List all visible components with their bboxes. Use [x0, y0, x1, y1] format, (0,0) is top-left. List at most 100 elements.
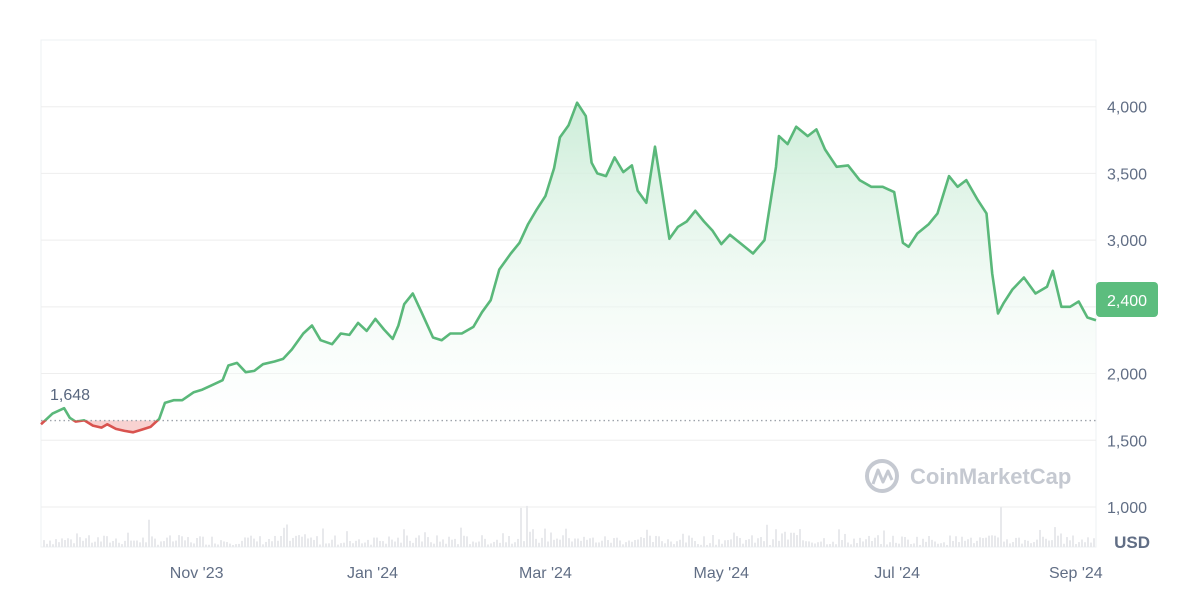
volume-bar — [283, 527, 285, 547]
volume-bar — [1063, 543, 1065, 547]
volume-bar — [52, 544, 54, 547]
volume-bar — [85, 538, 87, 547]
volume-bar — [292, 537, 294, 547]
volume-bar — [775, 529, 777, 547]
volume-bar — [190, 542, 192, 547]
volume-bar — [835, 544, 837, 547]
volume-bar — [142, 537, 144, 547]
volume-bar — [1039, 529, 1041, 547]
volume-bar — [904, 536, 906, 547]
volume-bar — [541, 537, 543, 547]
watermark: CoinMarketCap — [865, 459, 1071, 493]
volume-bar — [850, 544, 852, 547]
volume-bar — [430, 542, 432, 547]
volume-bar — [841, 539, 843, 547]
volume-bar — [679, 539, 681, 547]
volume-bar — [310, 537, 312, 547]
coinmarketcap-logo-icon — [865, 459, 899, 493]
volume-bar — [211, 536, 213, 547]
volume-bar — [64, 540, 66, 547]
volume-bar — [748, 539, 750, 547]
x-tick-label: Jan '24 — [347, 565, 398, 582]
volume-bar — [547, 541, 549, 547]
volume-bar — [244, 537, 246, 547]
volume-bar — [799, 529, 801, 547]
volume-bar — [433, 543, 435, 547]
volume-bar — [118, 542, 120, 547]
volume-bar — [253, 538, 255, 547]
volume-bar — [184, 540, 186, 547]
volume-bar — [364, 542, 366, 547]
volume-bar — [274, 535, 276, 547]
volume-bar — [973, 543, 975, 547]
volume-bar — [490, 543, 492, 547]
y-tick-label: 2,000 — [1107, 367, 1147, 384]
volume-bar — [79, 537, 81, 547]
volume-bar — [544, 528, 546, 547]
volume-bar — [592, 537, 594, 547]
volume-bar — [115, 538, 117, 547]
volume-bar — [319, 544, 321, 547]
watermark-text: CoinMarketCap — [910, 464, 1071, 489]
volume-bar — [628, 540, 630, 547]
volume-bar — [100, 541, 102, 547]
volume-bar — [421, 541, 423, 547]
volume-bar — [757, 538, 759, 547]
volume-bar — [895, 542, 897, 547]
volume-bar — [721, 543, 723, 547]
volume-bar — [76, 533, 78, 547]
volume-bar — [823, 538, 825, 547]
x-tick-label: Nov '23 — [170, 565, 224, 582]
volume-bar — [169, 535, 171, 547]
volume-bar — [934, 541, 936, 547]
volume-bar — [256, 541, 258, 547]
volume-bar — [550, 532, 552, 547]
volume-bar — [229, 543, 231, 547]
volume-bar — [979, 537, 981, 547]
volume-bar — [820, 541, 822, 547]
volume-bar — [556, 538, 558, 547]
volume-bar — [514, 542, 516, 547]
volume-bar — [955, 536, 957, 547]
volume-bar — [784, 531, 786, 547]
volume-bar — [1018, 537, 1020, 547]
volume-bar — [355, 540, 357, 547]
volume-bar — [1027, 540, 1029, 547]
volume-bar — [1081, 539, 1083, 547]
volume-bar — [271, 541, 273, 547]
volume-bar — [1012, 542, 1014, 547]
volume-bar — [910, 544, 912, 547]
volume-bar — [160, 541, 162, 547]
volume-bar — [370, 544, 372, 547]
volume-bar — [670, 541, 672, 547]
volume-bar — [67, 538, 69, 547]
volume-bar — [700, 544, 702, 547]
volume-bar — [163, 541, 165, 547]
volume-bar — [295, 535, 297, 547]
volume-bar — [643, 537, 645, 547]
volume-bar — [874, 537, 876, 547]
volume-bar — [1090, 542, 1092, 547]
volume-bar — [448, 536, 450, 547]
volume-bar — [1057, 535, 1059, 547]
volume-bar — [1087, 537, 1089, 547]
volume-bar — [208, 544, 210, 547]
volume-bar — [559, 539, 561, 547]
volume-bar — [730, 539, 732, 547]
volume-bar — [616, 537, 618, 547]
volume-bar — [1030, 543, 1032, 547]
x-tick-label: May '24 — [694, 565, 750, 582]
volume-bar — [130, 540, 132, 547]
volume-bar — [856, 543, 858, 547]
volume-bar — [262, 544, 264, 547]
volume-bar — [289, 540, 291, 547]
volume-bar — [172, 541, 174, 547]
volume-bar — [43, 540, 45, 547]
volume-bar — [313, 539, 315, 547]
volume-bar — [883, 530, 885, 547]
volume-bar — [226, 542, 228, 547]
volume-bar — [871, 541, 873, 547]
volume-bar — [316, 536, 318, 547]
volume-bar — [460, 527, 462, 547]
volume-bar — [1015, 537, 1017, 547]
